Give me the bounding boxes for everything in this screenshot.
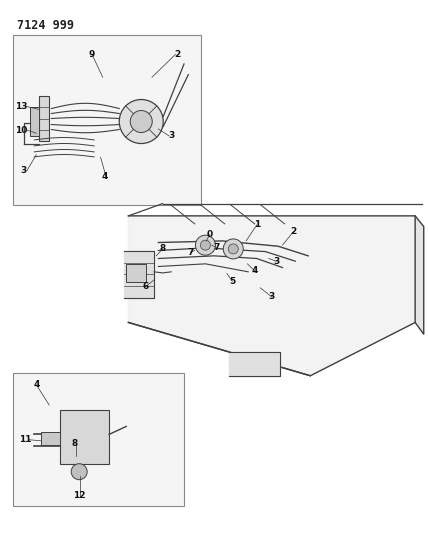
Text: 3: 3 bbox=[21, 166, 27, 175]
Text: 4: 4 bbox=[252, 266, 258, 275]
Circle shape bbox=[223, 239, 243, 259]
Text: 7124 999: 7124 999 bbox=[17, 19, 74, 31]
Circle shape bbox=[228, 244, 238, 254]
Bar bbox=[39, 96, 49, 141]
Bar bbox=[30, 107, 39, 136]
Bar bbox=[13, 35, 201, 205]
Text: 11: 11 bbox=[19, 435, 32, 444]
Text: 0: 0 bbox=[207, 230, 213, 239]
Text: 6: 6 bbox=[143, 282, 149, 291]
Circle shape bbox=[200, 240, 211, 250]
Bar bbox=[60, 410, 109, 464]
Text: 12: 12 bbox=[73, 491, 86, 500]
Bar bbox=[126, 264, 146, 282]
Circle shape bbox=[130, 110, 152, 133]
Bar bbox=[41, 432, 60, 445]
Text: 7: 7 bbox=[213, 243, 219, 252]
Text: 4: 4 bbox=[102, 173, 108, 181]
Circle shape bbox=[196, 235, 215, 255]
Text: 5: 5 bbox=[229, 277, 235, 286]
Text: 8: 8 bbox=[160, 245, 166, 253]
Polygon shape bbox=[128, 216, 415, 376]
Text: 1: 1 bbox=[254, 221, 260, 229]
Bar bbox=[13, 373, 184, 506]
Text: 2: 2 bbox=[290, 228, 296, 236]
Polygon shape bbox=[229, 352, 280, 376]
Text: 2: 2 bbox=[175, 50, 181, 59]
Polygon shape bbox=[415, 216, 424, 334]
Polygon shape bbox=[124, 251, 154, 298]
Text: 13: 13 bbox=[15, 102, 28, 111]
Text: 9: 9 bbox=[89, 50, 95, 59]
Text: 3: 3 bbox=[269, 293, 275, 301]
Text: 3: 3 bbox=[273, 257, 279, 265]
Text: 4: 4 bbox=[33, 381, 39, 389]
Text: 3: 3 bbox=[168, 132, 174, 140]
Text: 10: 10 bbox=[15, 126, 27, 134]
Circle shape bbox=[71, 464, 87, 480]
Text: 8: 8 bbox=[72, 439, 78, 448]
Text: 7: 7 bbox=[187, 248, 193, 256]
Circle shape bbox=[119, 100, 163, 143]
